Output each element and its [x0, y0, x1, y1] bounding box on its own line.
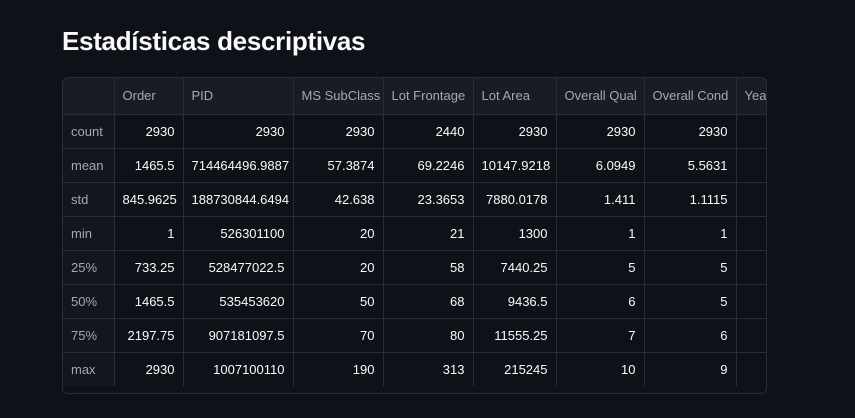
cell: 5.5631 — [644, 148, 737, 183]
cell — [736, 352, 766, 386]
table-row: count 2930 2930 2930 2440 2930 2930 2930 — [63, 114, 766, 149]
row-index: 50% — [63, 284, 115, 319]
cell: 188730844.6494 — [183, 182, 294, 217]
cell: 9436.5 — [473, 284, 557, 319]
cell: 1 — [114, 216, 184, 251]
cell: 11555.25 — [473, 318, 557, 353]
row-index: std — [63, 182, 115, 217]
cell: 2930 — [556, 114, 645, 149]
cell: 68 — [383, 284, 474, 319]
cell: 3 — [736, 182, 766, 217]
cell: 2930 — [644, 114, 737, 149]
column-header[interactable]: PID — [183, 78, 294, 115]
cell: 1.1115 — [644, 182, 737, 217]
cell: 526301100 — [183, 216, 294, 251]
table-row: std 845.9625 188730844.6494 42.638 23.3653 78… — [63, 182, 766, 217]
cell: 2930 — [183, 114, 294, 149]
column-header[interactable]: Lot Area — [473, 78, 557, 115]
column-header[interactable]: MS SubClass — [293, 78, 384, 115]
page-title: Estadísticas descriptivas — [62, 26, 366, 56]
cell — [736, 114, 766, 149]
header-row: Order PID MS SubClass Lot Frontage Lot Area O… — [63, 78, 766, 115]
column-header[interactable]: Overall Cond — [644, 78, 737, 115]
cell: 2930 — [473, 114, 557, 149]
cell: 1 — [556, 216, 645, 251]
cell: 80 — [383, 318, 474, 353]
cell: 190 — [293, 352, 384, 386]
column-header[interactable]: Year — [736, 78, 766, 115]
index-header — [63, 78, 115, 115]
cell: 5 — [644, 250, 737, 285]
row-index: 25% — [63, 250, 115, 285]
cell: 1007100110 — [183, 352, 294, 386]
cell: 2930 — [114, 352, 184, 386]
cell: 2440 — [383, 114, 474, 149]
row-index: mean — [63, 148, 115, 183]
cell: 7880.0178 — [473, 182, 557, 217]
cell: 5 — [644, 284, 737, 319]
cell: 6 — [644, 318, 737, 353]
cell: 6.0949 — [556, 148, 645, 183]
cell: 57.3874 — [293, 148, 384, 183]
cell — [736, 284, 766, 319]
column-header[interactable]: Order — [114, 78, 184, 115]
row-index: count — [63, 114, 115, 149]
column-header[interactable]: Lot Frontage — [383, 78, 474, 115]
cell: 2197.75 — [114, 318, 184, 353]
stats-table: Order PID MS SubClass Lot Frontage Lot Area O… — [63, 78, 766, 386]
row-index: min — [63, 216, 115, 251]
table-row: max 2930 1007100110 190 313 215245 10 9 — [63, 352, 766, 386]
cell: 313 — [383, 352, 474, 386]
cell: 50 — [293, 284, 384, 319]
cell: 2930 — [114, 114, 184, 149]
row-index: max — [63, 352, 115, 386]
cell: 23.3653 — [383, 182, 474, 217]
cell: 535453620 — [183, 284, 294, 319]
cell: 528477022.5 — [183, 250, 294, 285]
table-row: 50% 1465.5 535453620 50 68 9436.5 6 5 — [63, 284, 766, 319]
cell: 5 — [556, 250, 645, 285]
cell — [736, 250, 766, 285]
cell: 6 — [556, 284, 645, 319]
cell — [736, 216, 766, 251]
cell: 42.638 — [293, 182, 384, 217]
cell: 907181097.5 — [183, 318, 294, 353]
cell: 9 — [644, 352, 737, 386]
cell: 733.25 — [114, 250, 184, 285]
cell: 10147.9218 — [473, 148, 557, 183]
column-header[interactable]: Overall Qual — [556, 78, 645, 115]
table-row: 75% 2197.75 907181097.5 70 80 11555.25 7 6 — [63, 318, 766, 353]
dataframe: Order PID MS SubClass Lot Frontage Lot Area O… — [62, 77, 767, 394]
cell: 197 — [736, 148, 766, 183]
cell: 69.2246 — [383, 148, 474, 183]
cell: 10 — [556, 352, 645, 386]
cell: 1465.5 — [114, 148, 184, 183]
cell: 70 — [293, 318, 384, 353]
table-row: mean 1465.5 714464496.9887 57.3874 69.2246 10… — [63, 148, 766, 183]
row-index: 75% — [63, 318, 115, 353]
cell: 1.411 — [556, 182, 645, 217]
cell: 58 — [383, 250, 474, 285]
cell: 20 — [293, 250, 384, 285]
cell: 714464496.9887 — [183, 148, 294, 183]
cell: 7440.25 — [473, 250, 557, 285]
cell: 20 — [293, 216, 384, 251]
cell: 7 — [556, 318, 645, 353]
cell: 215245 — [473, 352, 557, 386]
cell: 21 — [383, 216, 474, 251]
cell: 1 — [644, 216, 737, 251]
table-row: min 1 526301100 20 21 1300 1 1 — [63, 216, 766, 251]
cell: 1300 — [473, 216, 557, 251]
table-row: 25% 733.25 528477022.5 20 58 7440.25 5 5 — [63, 250, 766, 285]
cell: 1465.5 — [114, 284, 184, 319]
cell — [736, 318, 766, 353]
cell: 845.9625 — [114, 182, 184, 217]
cell: 2930 — [293, 114, 384, 149]
